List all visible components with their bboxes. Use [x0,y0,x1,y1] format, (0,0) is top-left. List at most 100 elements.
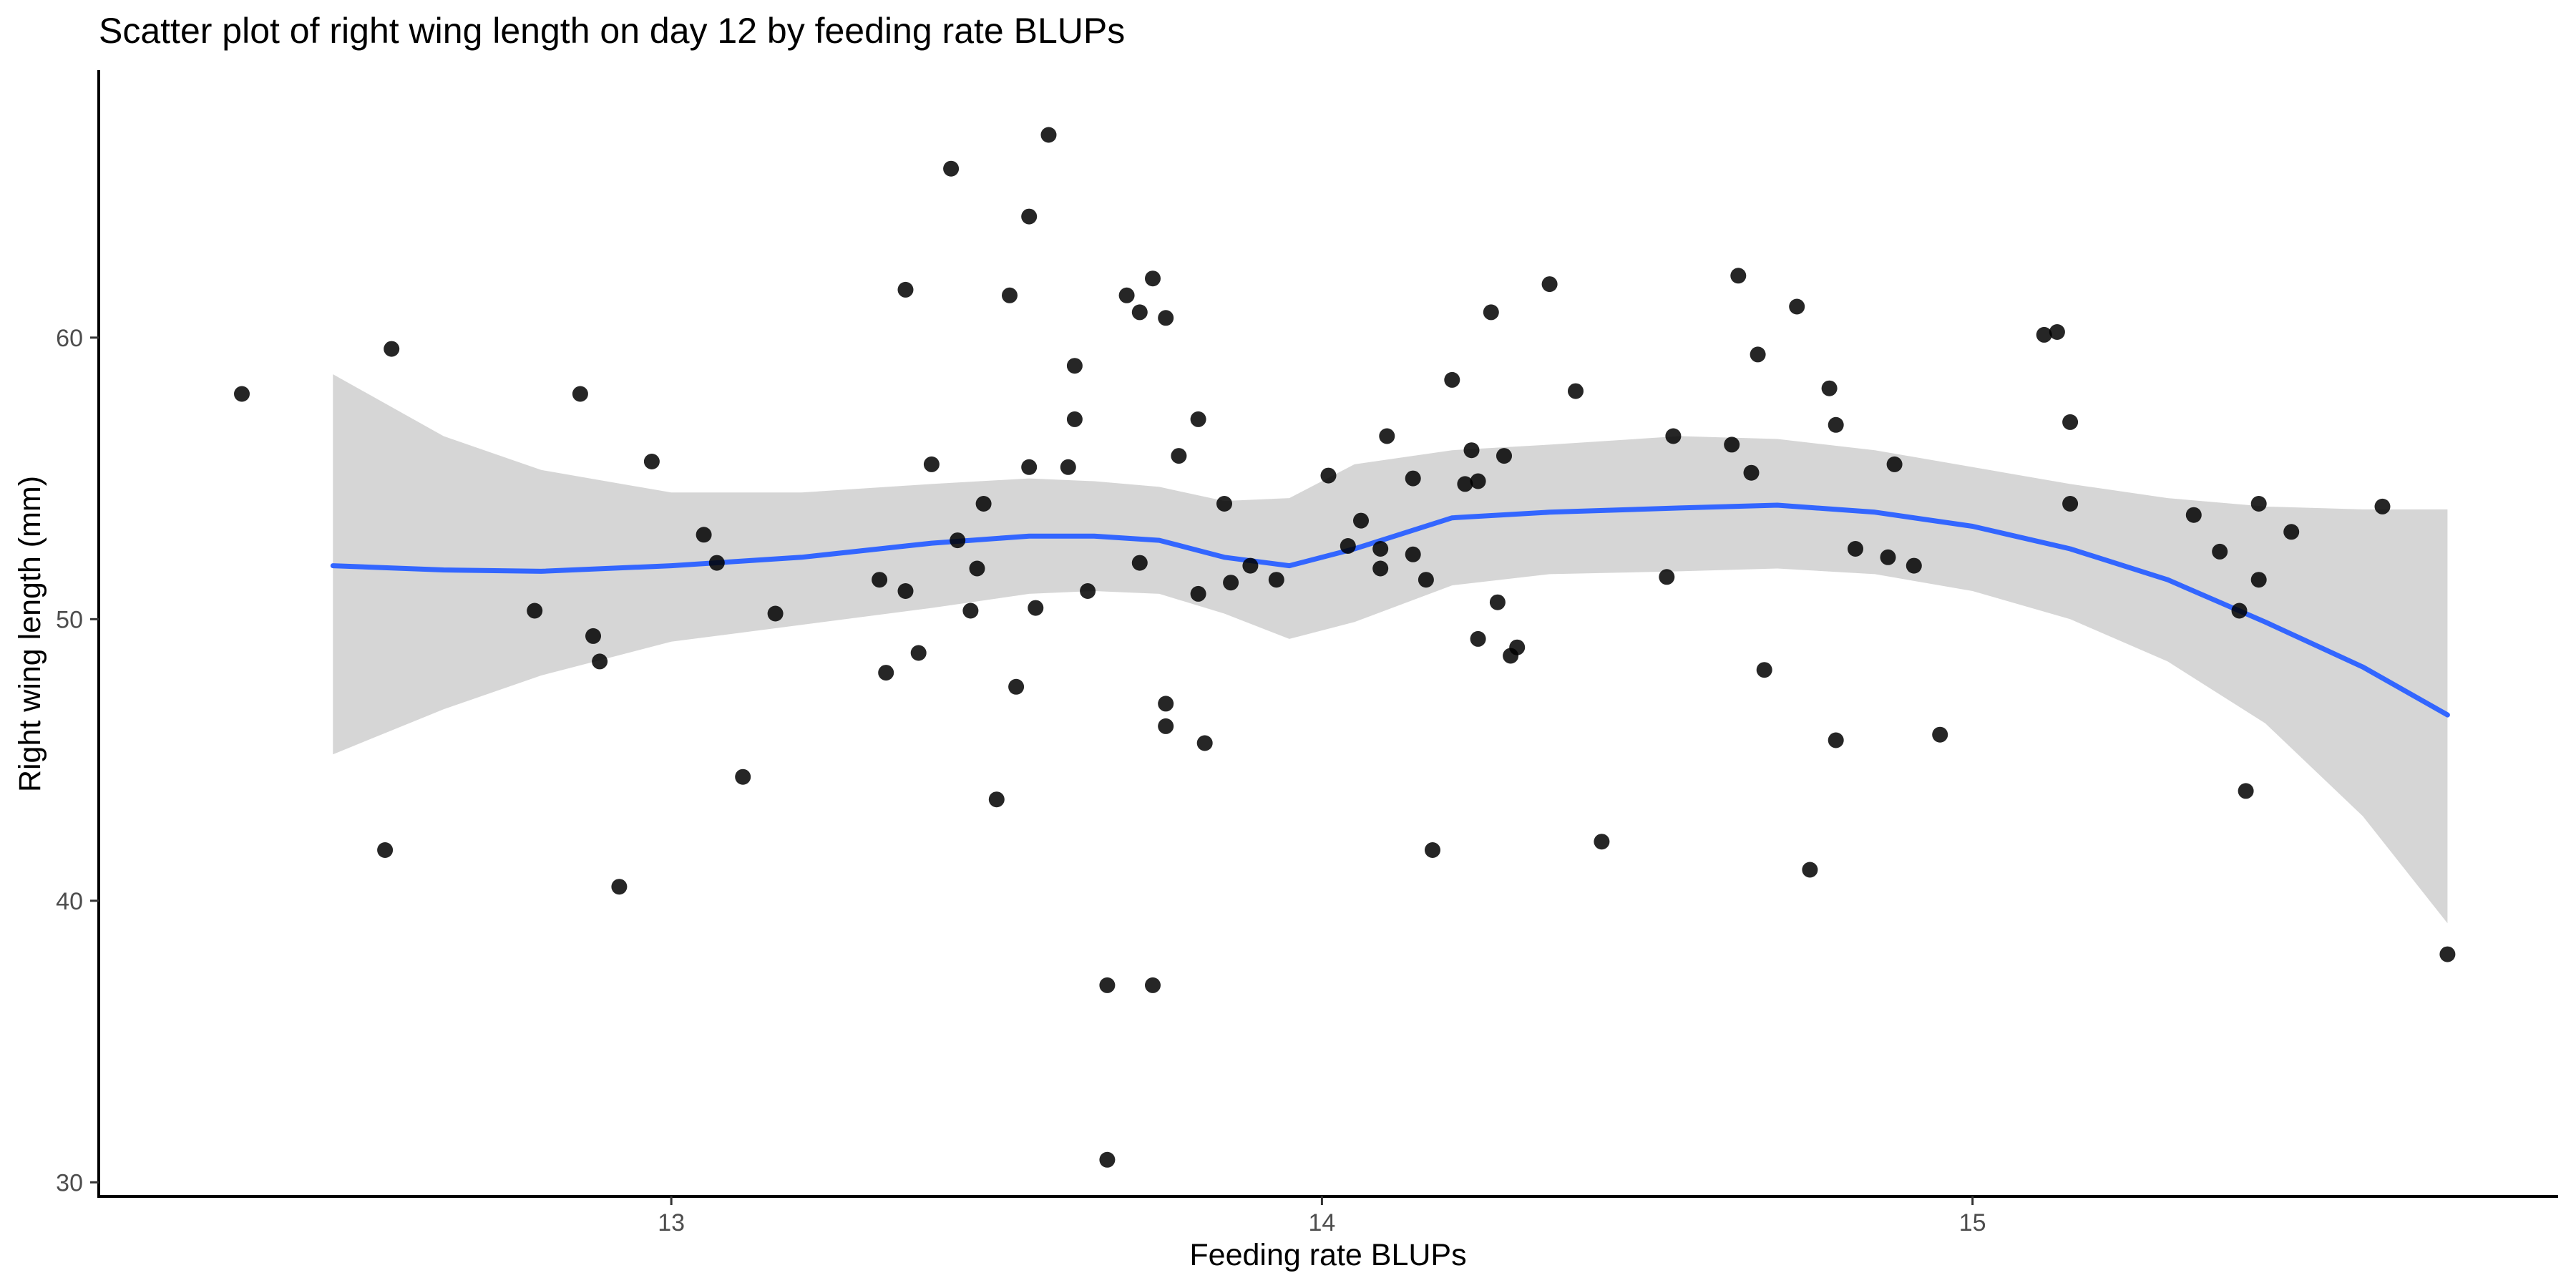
data-point [234,386,250,402]
data-point [1190,411,1206,427]
data-point [1028,600,1044,616]
data-point [1496,448,1512,464]
data-point [1789,298,1805,315]
data-point [1379,428,1395,444]
data-point [384,341,400,357]
data-point [1171,448,1187,464]
data-point [1145,270,1161,287]
data-point [1021,208,1038,225]
data-point [1906,557,1922,574]
data-point [878,665,894,681]
data-point [1158,696,1174,712]
data-point [2049,324,2065,340]
data-point [1145,977,1161,993]
data-point [696,527,712,543]
data-point [975,496,992,512]
data-point [897,583,914,599]
data-point [708,555,725,571]
data-point [1099,1151,1116,1168]
data-point [1470,630,1486,647]
data-point [1886,456,1903,472]
y-tick-label: 50 [56,606,83,633]
data-point [1131,555,1148,571]
data-point [1118,287,1135,303]
data-point [2212,543,2228,560]
data-point [1131,304,1148,321]
x-tick-label: 14 [1308,1209,1335,1236]
data-point [1372,541,1389,557]
data-point [767,605,784,622]
y-tick-label: 30 [56,1169,83,1196]
data-point [1190,585,1206,602]
data-point [1021,459,1038,475]
data-point [1066,358,1083,374]
data-point [1828,416,1844,433]
data-point [572,386,588,402]
x-tick-label: 15 [1959,1209,1986,1236]
data-point [1659,569,1675,585]
data-point [1509,639,1526,655]
data-point [2238,783,2254,799]
x-axis-title: Feeding rate BLUPs [1189,1238,1466,1272]
data-point [1743,464,1760,481]
data-point [1463,442,1480,459]
data-point [1268,572,1284,588]
data-point [643,454,660,469]
data-point [1066,411,1083,427]
data-point [1418,572,1434,588]
data-point [1821,380,1838,396]
data-point [943,160,960,177]
data-point [1242,557,1259,574]
data-point [1040,127,1057,143]
data-point [377,842,394,858]
data-point [527,602,543,619]
data-point [2231,602,2248,619]
data-point [1223,575,1239,591]
confidence-band-layer [333,374,2448,924]
data-point [1470,473,1486,489]
data-point [1320,467,1337,484]
data-point [2283,524,2300,540]
data-point [1196,735,1213,751]
data-point [988,791,1005,808]
data-point [1060,459,1076,475]
data-point [1340,538,1356,554]
data-point [1425,842,1440,858]
data-point [1444,371,1460,388]
y-tick-label: 40 [56,888,83,915]
data-point [611,879,628,895]
data-point [910,645,927,661]
data-point [962,602,979,619]
data-point [2250,572,2267,588]
data-point [2062,496,2079,512]
data-point [1541,276,1558,293]
data-point [585,628,601,644]
y-axis-title: Right wing length (mm) [13,476,47,792]
y-axis-ticks: 30 40 50 60 [56,325,99,1196]
chart-title: Scatter plot of right wing length on day… [99,11,1125,51]
data-point [1665,428,1682,444]
y-tick-label: 60 [56,325,83,352]
data-point [872,572,888,588]
data-point [735,769,751,785]
data-point [1568,383,1584,399]
data-point [2250,496,2267,512]
data-point [1405,470,1421,487]
data-point [1724,436,1740,453]
data-point [950,532,966,549]
data-point [923,456,940,472]
data-point [897,281,914,298]
data-point [1405,546,1421,562]
data-point [1002,287,1018,303]
data-point [1802,862,1818,878]
x-tick-label: 13 [658,1209,685,1236]
data-point [1008,678,1025,695]
data-point [592,653,608,670]
data-point [1372,560,1389,577]
x-axis-ticks: 13 14 15 [658,1196,1986,1236]
data-point [2036,326,2052,343]
data-point [1099,977,1116,993]
data-point [1483,304,1499,321]
data-point [2374,498,2391,514]
